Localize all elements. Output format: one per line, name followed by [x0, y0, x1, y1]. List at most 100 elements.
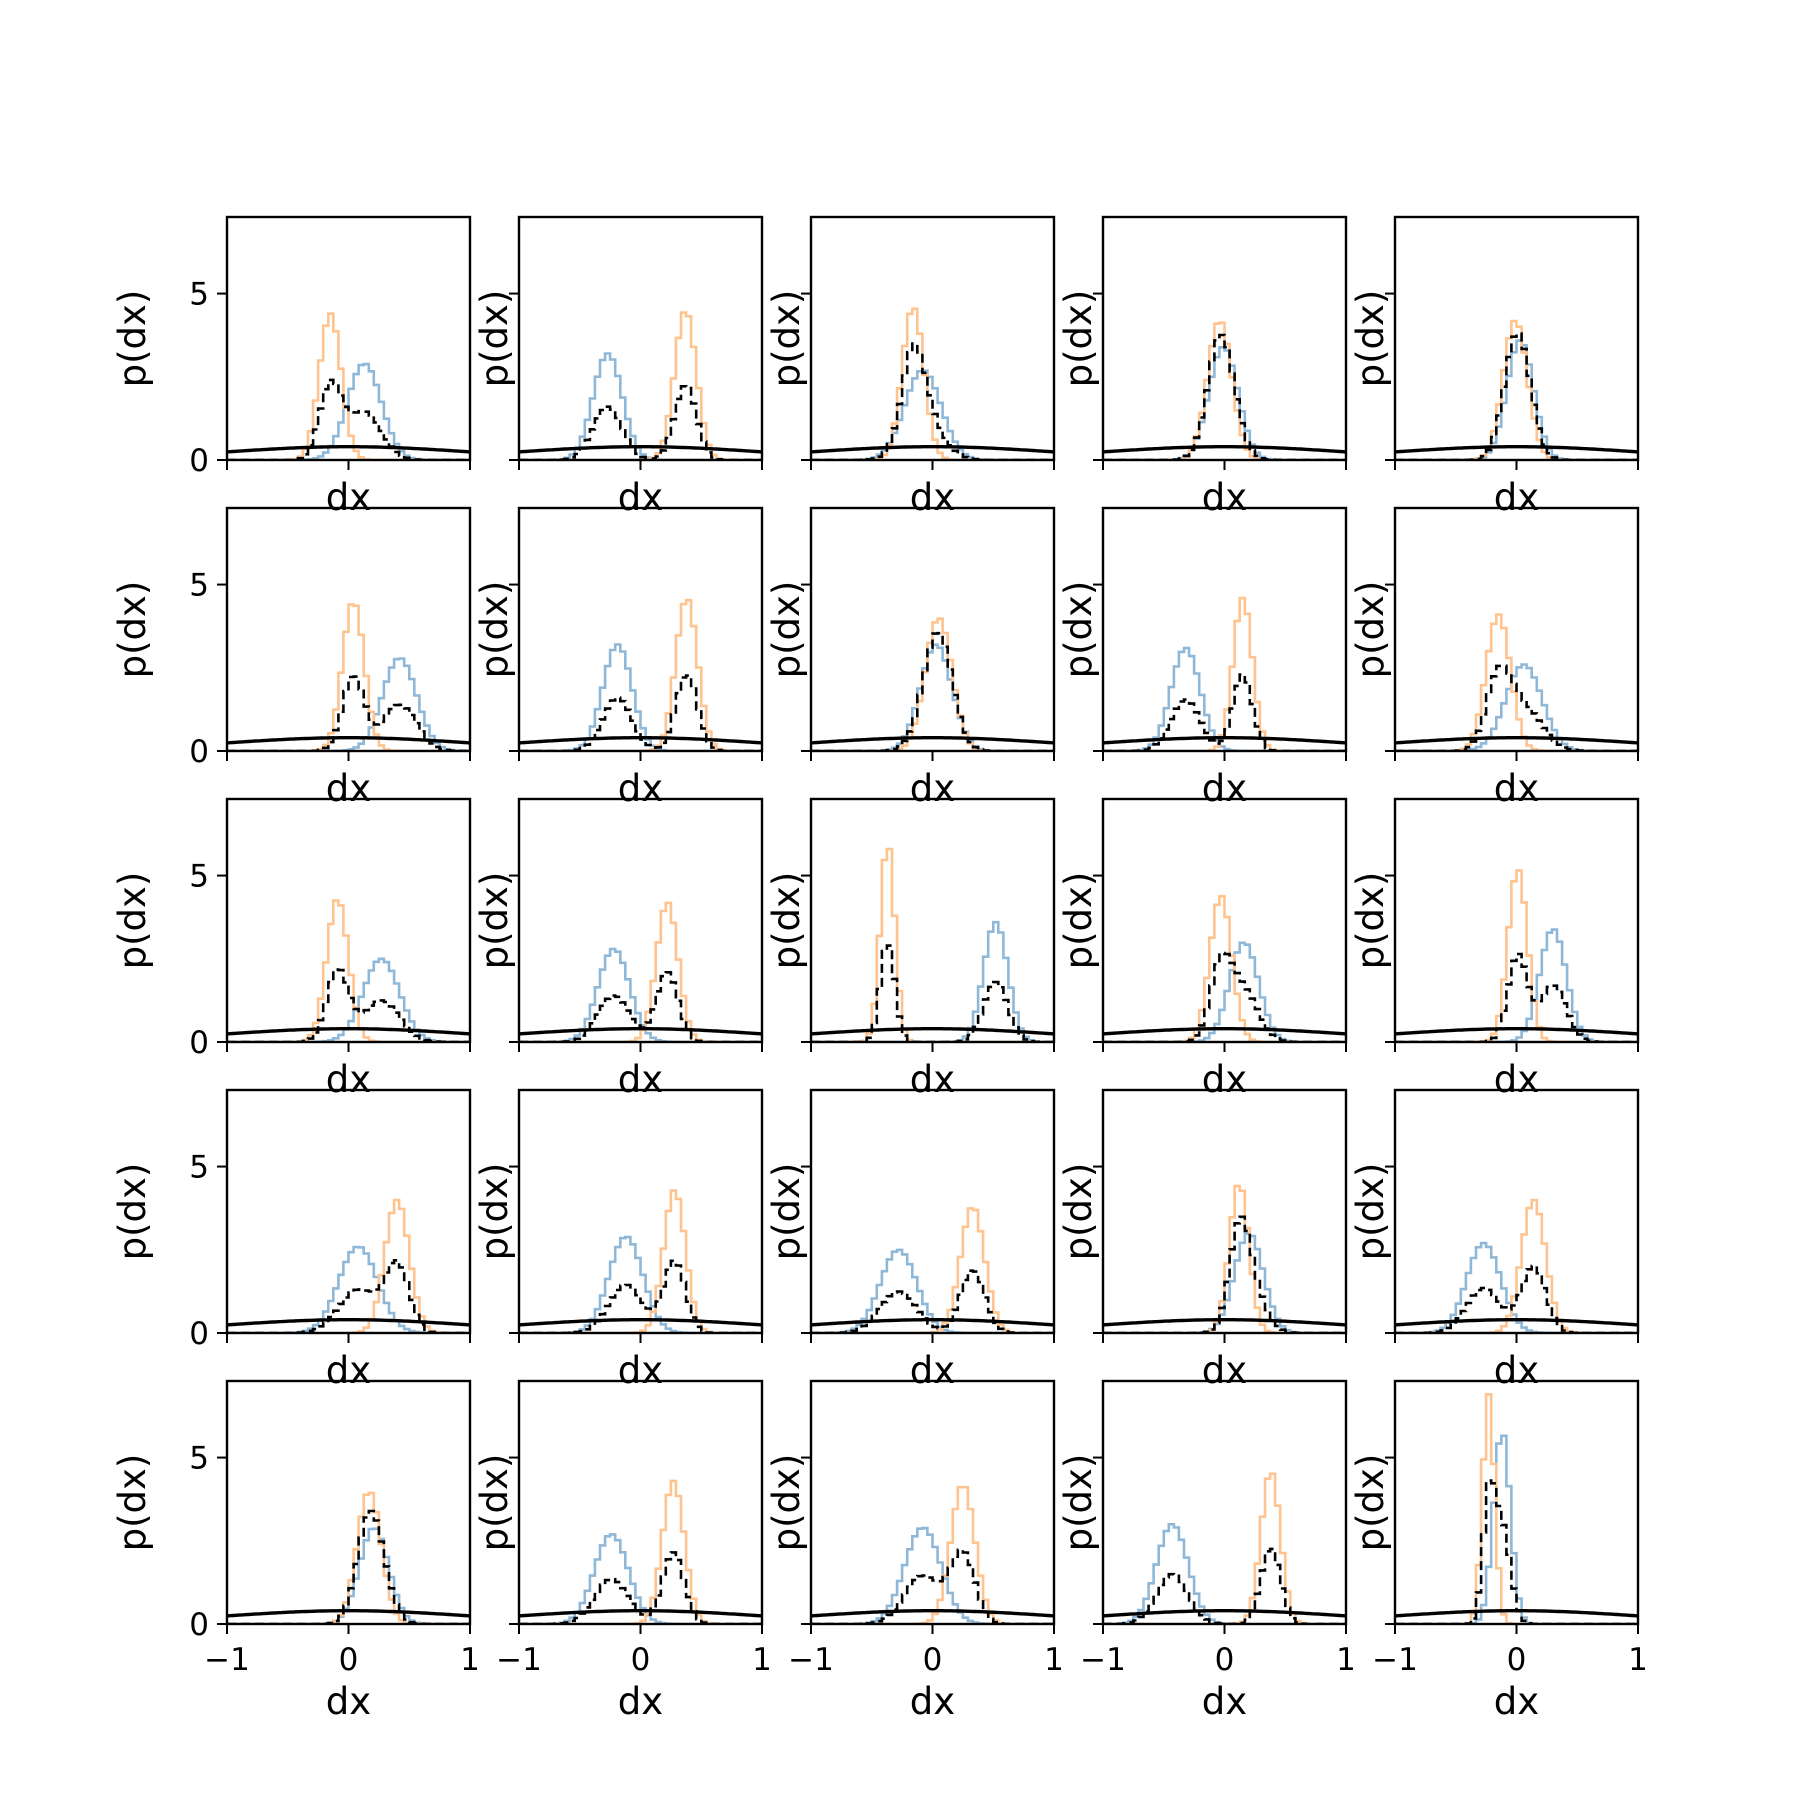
subplot: −1 0 1 dx p(dx)	[1057, 1379, 1356, 1723]
plot-area	[1395, 1393, 1638, 1624]
subplot: dx p(dx)	[765, 215, 1056, 519]
histogram-mixture	[1103, 333, 1346, 460]
prior-curve	[519, 1027, 762, 1036]
prior-curve	[811, 736, 1054, 745]
plot-area	[811, 617, 1054, 751]
histogram-mixture	[519, 385, 762, 460]
y-tick-label: 0	[189, 443, 209, 479]
prior-curve	[227, 1027, 470, 1036]
y-axis-label: p(dx)	[111, 1163, 154, 1261]
prior-curve	[811, 1609, 1054, 1618]
plot-area	[1103, 895, 1346, 1042]
histogram-mixture	[811, 1269, 1054, 1333]
subplot: 0 5 dx p(dx)	[111, 506, 472, 810]
subplot: dx p(dx)	[1057, 506, 1348, 810]
histogram-blue	[1103, 346, 1346, 460]
plot-area	[519, 1479, 762, 1624]
histogram-orange	[1103, 1472, 1346, 1624]
axes-frame	[1393, 797, 1640, 1044]
x-axis-label: dx	[1494, 1680, 1539, 1723]
y-axis-label: p(dx)	[1349, 872, 1392, 970]
histogram-blue	[519, 352, 762, 460]
x-axis-label: dx	[326, 476, 371, 519]
histogram-orange	[811, 307, 1054, 460]
x-axis-label: dx	[1494, 1349, 1539, 1392]
subplot: 0 5 dx p(dx)	[111, 215, 472, 519]
subplot: dx p(dx)	[1057, 1088, 1348, 1392]
histogram-orange	[227, 1198, 470, 1333]
histogram-orange	[1103, 1184, 1346, 1333]
y-axis-label: p(dx)	[473, 290, 516, 388]
prior-curve	[1395, 1318, 1638, 1327]
subplot: dx p(dx)	[473, 506, 764, 810]
x-tick-label: −1	[1372, 1642, 1418, 1678]
y-tick-label: 0	[189, 1316, 209, 1352]
x-tick-label: −1	[496, 1642, 542, 1678]
histogram-orange	[1103, 321, 1346, 460]
subplot: dx p(dx)	[1057, 215, 1348, 519]
y-axis-label: p(dx)	[765, 872, 808, 970]
prior-curve	[1103, 1609, 1346, 1618]
subplot: dx p(dx)	[473, 215, 764, 519]
x-axis-label: dx	[1494, 1058, 1539, 1101]
histogram-orange	[811, 617, 1054, 751]
y-axis-label: p(dx)	[1349, 1454, 1392, 1552]
prior-curve	[811, 1027, 1054, 1036]
x-axis-label: dx	[1202, 1349, 1247, 1392]
y-axis-label: p(dx)	[111, 290, 154, 388]
plot-area	[1395, 613, 1638, 751]
subplot: −1 0 1 dx p(dx)	[765, 1379, 1064, 1723]
x-tick-label: −1	[1080, 1642, 1126, 1678]
plot-area	[227, 1198, 470, 1333]
histogram-orange	[1103, 596, 1346, 751]
x-tick-label: 1	[1628, 1642, 1648, 1678]
histogram-mixture	[1395, 952, 1638, 1042]
histogram-blue	[1395, 928, 1638, 1042]
y-tick-label: 5	[189, 859, 209, 895]
axes-frame	[1101, 1379, 1348, 1626]
y-axis-label: p(dx)	[1057, 290, 1100, 388]
y-axis-label: p(dx)	[473, 1454, 516, 1552]
axes-frame	[517, 1088, 764, 1335]
plot-area	[1395, 1198, 1638, 1333]
y-axis-label: p(dx)	[473, 1163, 516, 1261]
prior-curve	[1395, 1609, 1638, 1618]
y-axis-label: p(dx)	[1057, 1454, 1100, 1552]
subplot: 0 5 dx p(dx)	[111, 797, 472, 1101]
subplot: −1 0 1 dx p(dx)	[1349, 1379, 1648, 1723]
plot-area	[227, 1491, 470, 1624]
histogram-orange	[1395, 1393, 1638, 1624]
y-tick-label: 5	[189, 568, 209, 604]
subplot: dx p(dx)	[765, 797, 1056, 1101]
x-axis-label: dx	[326, 767, 371, 810]
histogram-orange	[227, 899, 470, 1042]
plot-area	[519, 1189, 762, 1333]
y-axis-label: p(dx)	[1057, 872, 1100, 970]
histogram-orange	[227, 312, 470, 460]
histogram-mixture	[227, 675, 470, 751]
x-axis-label: dx	[1202, 1680, 1247, 1723]
axes-frame	[809, 797, 1056, 1044]
subplot: dx p(dx)	[1349, 1088, 1640, 1392]
histogram-mixture	[811, 342, 1054, 460]
x-tick-label: 1	[1044, 1642, 1064, 1678]
prior-curve	[227, 1318, 470, 1327]
histogram-orange	[1395, 1198, 1638, 1333]
subplot: dx p(dx)	[473, 1088, 764, 1392]
histogram-blue	[811, 643, 1054, 751]
x-tick-label: 0	[1215, 1642, 1235, 1678]
prior-curve	[519, 445, 762, 454]
axes-frame	[517, 1379, 764, 1626]
prior-curve	[519, 1609, 762, 1618]
y-axis-label: p(dx)	[1349, 581, 1392, 679]
x-tick-label: −1	[204, 1642, 250, 1678]
y-axis-label: p(dx)	[111, 1454, 154, 1552]
x-axis-label: dx	[618, 1058, 663, 1101]
y-tick-label: 0	[189, 1025, 209, 1061]
x-tick-label: 1	[752, 1642, 772, 1678]
subplot: 0 5 dx p(dx)	[111, 1088, 472, 1392]
x-axis-label: dx	[1202, 476, 1247, 519]
plot-area	[1103, 1472, 1346, 1624]
x-tick-label: 1	[460, 1642, 480, 1678]
